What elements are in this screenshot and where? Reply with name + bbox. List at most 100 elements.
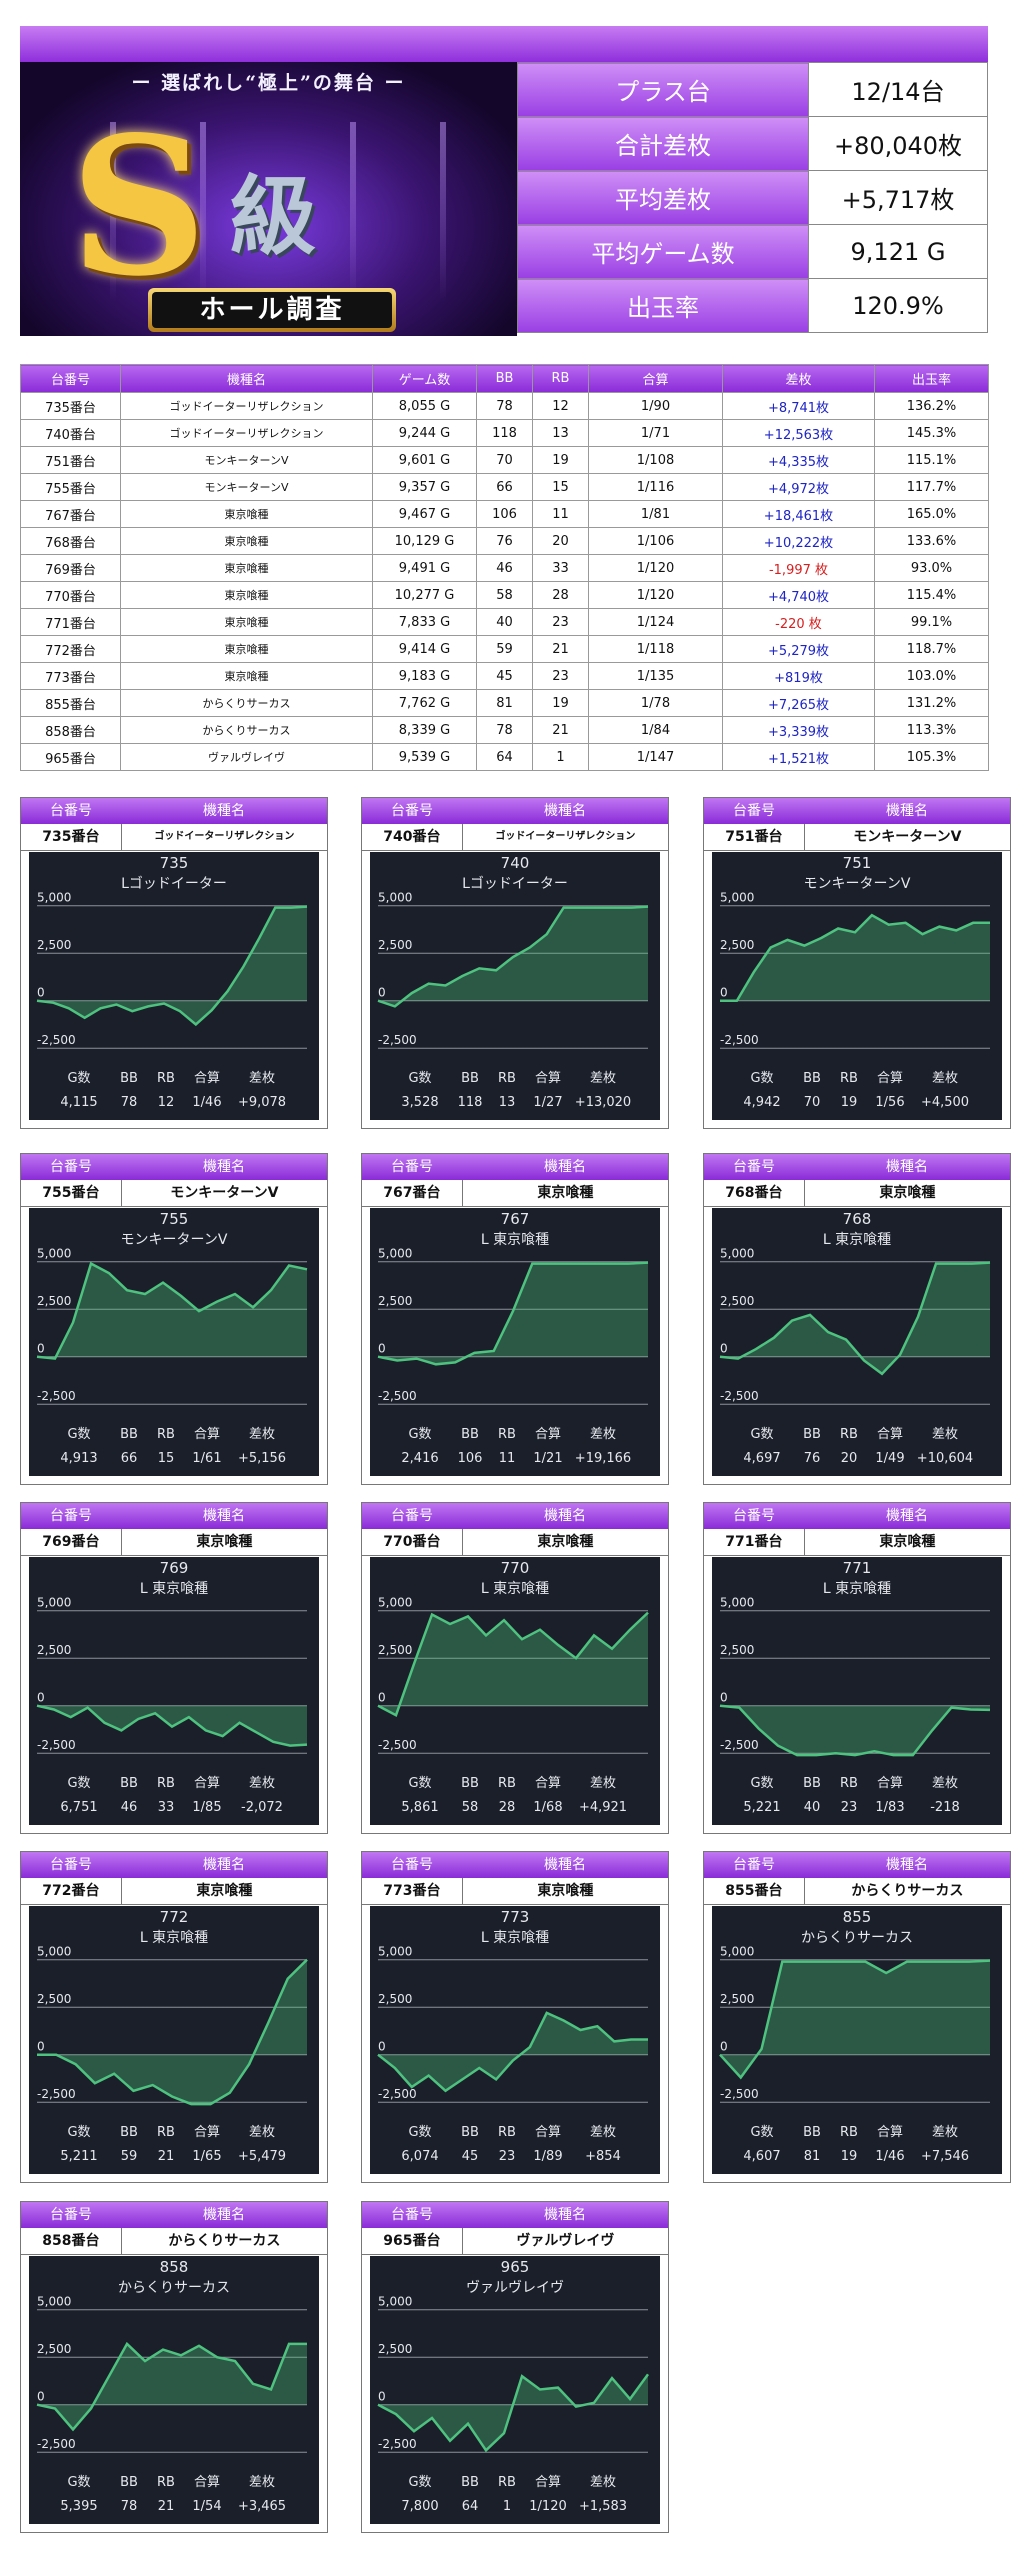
y-tick-label: 2,500 [37,938,71,952]
stat-value: 7,800 [401,2499,438,2514]
y-tick-label: -2,500 [378,1033,417,1047]
table-cell: 1/84 [588,716,723,744]
y-tick-label: 2,500 [37,1643,71,1657]
stat-header: BB [803,2125,821,2140]
table-cell: 11 [532,500,589,528]
table-cell: 115.1% [874,446,989,474]
stat-header: RB [498,2125,516,2140]
table-cell: 965番台 [20,743,121,771]
card-header-number-label: 台番号 [733,1857,775,1873]
stat-value: 5,861 [401,1800,438,1815]
card-machine-info: 735番台 ゴッドイーターリザレクション [21,824,327,851]
stat-value: 4,942 [743,1095,780,1110]
table-row: 772番台 東京喰種 9,414 G 59 21 1/118 +5,279枚 118.7% [20,635,989,663]
machine-graph-card: 台番号 機種名 735番台 ゴッドイーターリザレクション 735 Lゴッドイーター 5,00… [20,797,328,1129]
y-tick-label: 5,000 [37,1596,71,1610]
stat-header: 差枚 [249,1071,275,1086]
stat-header: BB [803,1776,821,1791]
y-tick-label: -2,500 [37,1738,76,1752]
table-cell: 772番台 [20,635,121,663]
y-tick-label: 5,000 [37,891,71,905]
stat-header: 差枚 [249,1776,275,1791]
slump-graph: 767 L 東京喰種 5,000 2,500 0 -2,500 G数 2,416 BB 106 RB… [370,1208,660,1476]
table-cell: 21 [532,716,589,744]
y-tick-label: -2,500 [37,1033,76,1047]
machine-graph-card: 台番号 機種名 965番台 ヴァルヴレイヴ 965 ヴァルヴレイヴ 5,000 2,500 0-… [361,2201,669,2533]
stat-value: -218 [930,1800,960,1815]
chart-subtitle: からくりサーカス [801,1930,913,1946]
y-tick-label: -2,500 [720,1738,759,1752]
table-row: 740番台 ゴッドイーターリザレクション 9,244 G 118 13 1/71 +12,5… [20,419,989,447]
stat-value: 5,221 [743,1800,780,1815]
card-machine-number: 755番台 [21,1180,122,1206]
stat-value: 4,607 [743,2149,780,2164]
summary-label: 合計差枚 [517,116,809,171]
table-cell: 東京喰種 [120,554,373,582]
chart-subtitle: L 東京喰種 [140,1930,208,1946]
card-header-machine-label: 機種名 [886,1159,928,1175]
table-cell: 165.0% [874,500,989,528]
stat-header: RB [498,2475,516,2490]
table-cell: 東京喰種 [120,635,373,663]
y-tick-label: 5,000 [378,891,412,905]
card-header: 台番号 機種名 [21,1503,327,1529]
summary-row: 出玉率 120.9% [517,278,988,333]
y-tick-label: 5,000 [378,1596,412,1610]
chart-title: 769 [160,1559,189,1577]
banner-light-ray [440,122,446,302]
series-area [720,1960,990,2078]
table-cell: 751番台 [20,446,121,474]
chart-background [712,1208,1002,1476]
y-tick-label: -2,500 [37,1389,76,1403]
stat-header: BB [461,2125,479,2140]
y-tick-label: 0 [720,986,728,1000]
stat-header: 差枚 [590,2475,616,2490]
series-area [378,1612,648,1716]
chart-background [712,1906,1002,2174]
table-cell: 78 [476,716,533,744]
stat-header: G数 [750,1427,773,1442]
series-line [377,905,649,1008]
slump-graph: 772 L 東京喰種 5,000 2,500 0 -2,500 G数 5,211 BB 59 RB 2… [29,1906,319,2174]
y-tick-label: -2,500 [378,1738,417,1752]
card-header-number-label: 台番号 [391,803,433,819]
stat-header: 差枚 [249,2125,275,2140]
table-cell: -220 枚 [722,608,875,636]
table-row: 773番台 東京喰種 9,183 G 45 23 1/135 +819枚 103.0% [20,662,989,690]
y-tick-label: 2,500 [720,1294,754,1308]
table-cell: 1/78 [588,689,723,717]
machine-graph-card: 台番号 機種名 858番台 からくりサーカス 858 からくりサーカス 5,000 2,500… [20,2201,328,2533]
stat-value: +3,465 [238,2499,286,2514]
stat-value: +13,020 [575,1095,631,1110]
card-header-machine-label: 機種名 [886,1857,928,1873]
stat-header: RB [840,1071,858,1086]
stat-header: RB [840,1427,858,1442]
stat-value: 46 [121,1800,138,1815]
machine-graph-card: 台番号 機種名 767番台 東京喰種 767 L 東京喰種 5,000 2,500 0 -2,50… [361,1153,669,1485]
card-machine-name: 東京喰種 [879,1534,936,1550]
stat-value: 23 [841,1800,858,1815]
card-machine-number: 772番台 [21,1878,122,1904]
card-machine-info: 740番台 ゴッドイーターリザレクション [362,824,668,851]
stat-header: G数 [750,1776,773,1791]
slump-graph: 965 ヴァルヴレイヴ 5,000 2,500 0 -2,500 G数 7,800 BB 64 RB… [370,2256,660,2524]
chart-subtitle: からくりサーカス [118,2280,230,2296]
table-cell: 1/124 [588,608,723,636]
stat-header: 差枚 [590,1071,616,1086]
stat-value: 1/68 [533,1800,562,1815]
card-header-machine-label: 機種名 [886,803,928,819]
chart-title: 771 [843,1559,872,1577]
column-header: 台番号 [20,364,121,393]
stat-value: 81 [804,2149,821,2164]
stat-header: BB [803,1427,821,1442]
slump-graph: 855 からくりサーカス 5,000 2,500 0 -2,500 G数 4,607 BB 81 R… [712,1906,1002,2174]
table-cell: 1/135 [588,662,723,690]
stat-value: 13 [499,1095,516,1110]
stat-header: 合算 [535,2125,561,2140]
table-cell: 76 [476,527,533,555]
chart-title: 770 [501,1559,530,1577]
card-machine-info: 770番台 東京喰種 [362,1529,668,1556]
card-header: 台番号 機種名 [362,1154,668,1180]
table-cell: +819枚 [722,662,875,690]
y-tick-label: 0 [37,1342,45,1356]
